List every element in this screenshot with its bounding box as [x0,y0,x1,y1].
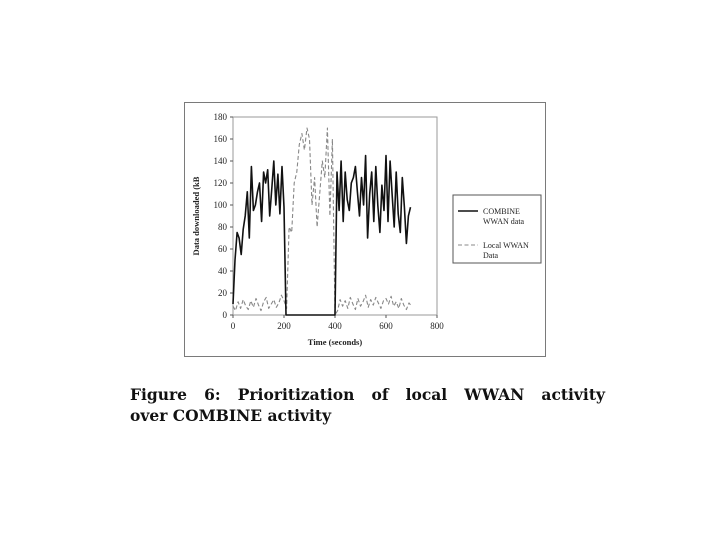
y-tick-label: 160 [214,134,228,144]
caption-line-2: over COMBINE activity [130,406,332,425]
y-tick-label: 40 [218,266,228,276]
legend-label: COMBINE [483,207,520,216]
x-tick-label: 600 [379,321,393,331]
legend-label: Data [483,251,499,260]
x-tick-label: 200 [277,321,291,331]
y-tick-label: 80 [218,222,228,232]
caption-line-1: Figure 6: Prioritization of local WWAN a… [130,385,605,404]
y-tick-label: 0 [223,310,228,320]
line-chart: 0 20 40 60 80 100 120 140 160 180 0 200 400 600 800 Tim… [191,112,542,347]
x-tick-label: 0 [231,321,236,331]
y-tick-label: 180 [214,112,228,122]
figure-frame: 0 20 40 60 80 100 120 140 160 180 0 200 400 600 800 Tim… [184,102,546,357]
y-tick-label: 60 [218,244,228,254]
x-tick-label: 400 [328,321,342,331]
y-tick-label: 120 [214,178,228,188]
y-tick-label: 100 [214,200,228,210]
series-line-combine-wwan-data [232,154,412,316]
x-axis-label: Time (seconds) [308,337,363,347]
x-tick-label: 800 [430,321,444,331]
figure-caption: Figure 6: Prioritization of local WWAN a… [130,384,605,426]
legend-box [452,194,542,264]
y-tick-label: 20 [218,288,228,298]
legend-label: Local WWAN [483,241,529,250]
legend-label: WWAN data [483,217,525,226]
series-line-local-wwan-data [232,127,412,316]
y-tick-label: 140 [214,156,228,166]
y-axis-label: Data downloaded (kB [191,176,201,255]
